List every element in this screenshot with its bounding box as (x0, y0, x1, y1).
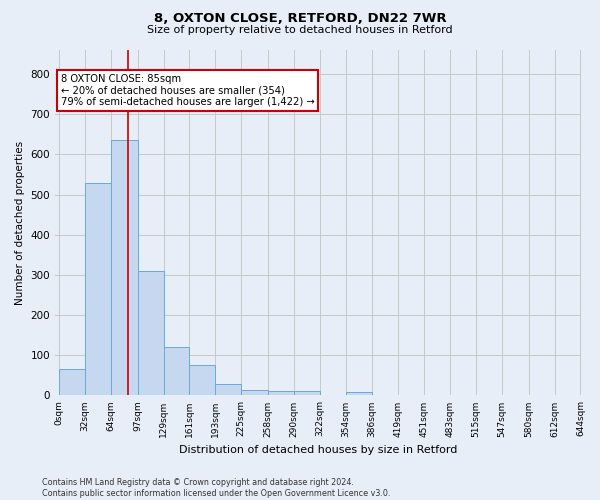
Text: 8, OXTON CLOSE, RETFORD, DN22 7WR: 8, OXTON CLOSE, RETFORD, DN22 7WR (154, 12, 446, 26)
Bar (59, 370, 85, 396)
Bar (190, 364, 215, 396)
Text: Size of property relative to detached houses in Retford: Size of property relative to detached ho… (147, 25, 453, 35)
Bar (215, 384, 241, 396)
Bar (268, 392, 294, 396)
Bar (164, 347, 190, 396)
Bar (241, 390, 268, 396)
Text: Contains HM Land Registry data © Crown copyright and database right 2024.
Contai: Contains HM Land Registry data © Crown c… (42, 478, 391, 498)
Text: 8 OXTON CLOSE: 85sqm
← 20% of detached houses are smaller (354)
79% of semi-deta: 8 OXTON CLOSE: 85sqm ← 20% of detached h… (61, 74, 314, 108)
Bar (111, 140, 137, 396)
Bar (85, 182, 111, 396)
X-axis label: Distribution of detached houses by size in Retford: Distribution of detached houses by size … (179, 445, 457, 455)
Bar (294, 392, 320, 396)
Bar (346, 392, 371, 396)
Bar (137, 271, 164, 396)
Y-axis label: Number of detached properties: Number of detached properties (15, 140, 25, 305)
